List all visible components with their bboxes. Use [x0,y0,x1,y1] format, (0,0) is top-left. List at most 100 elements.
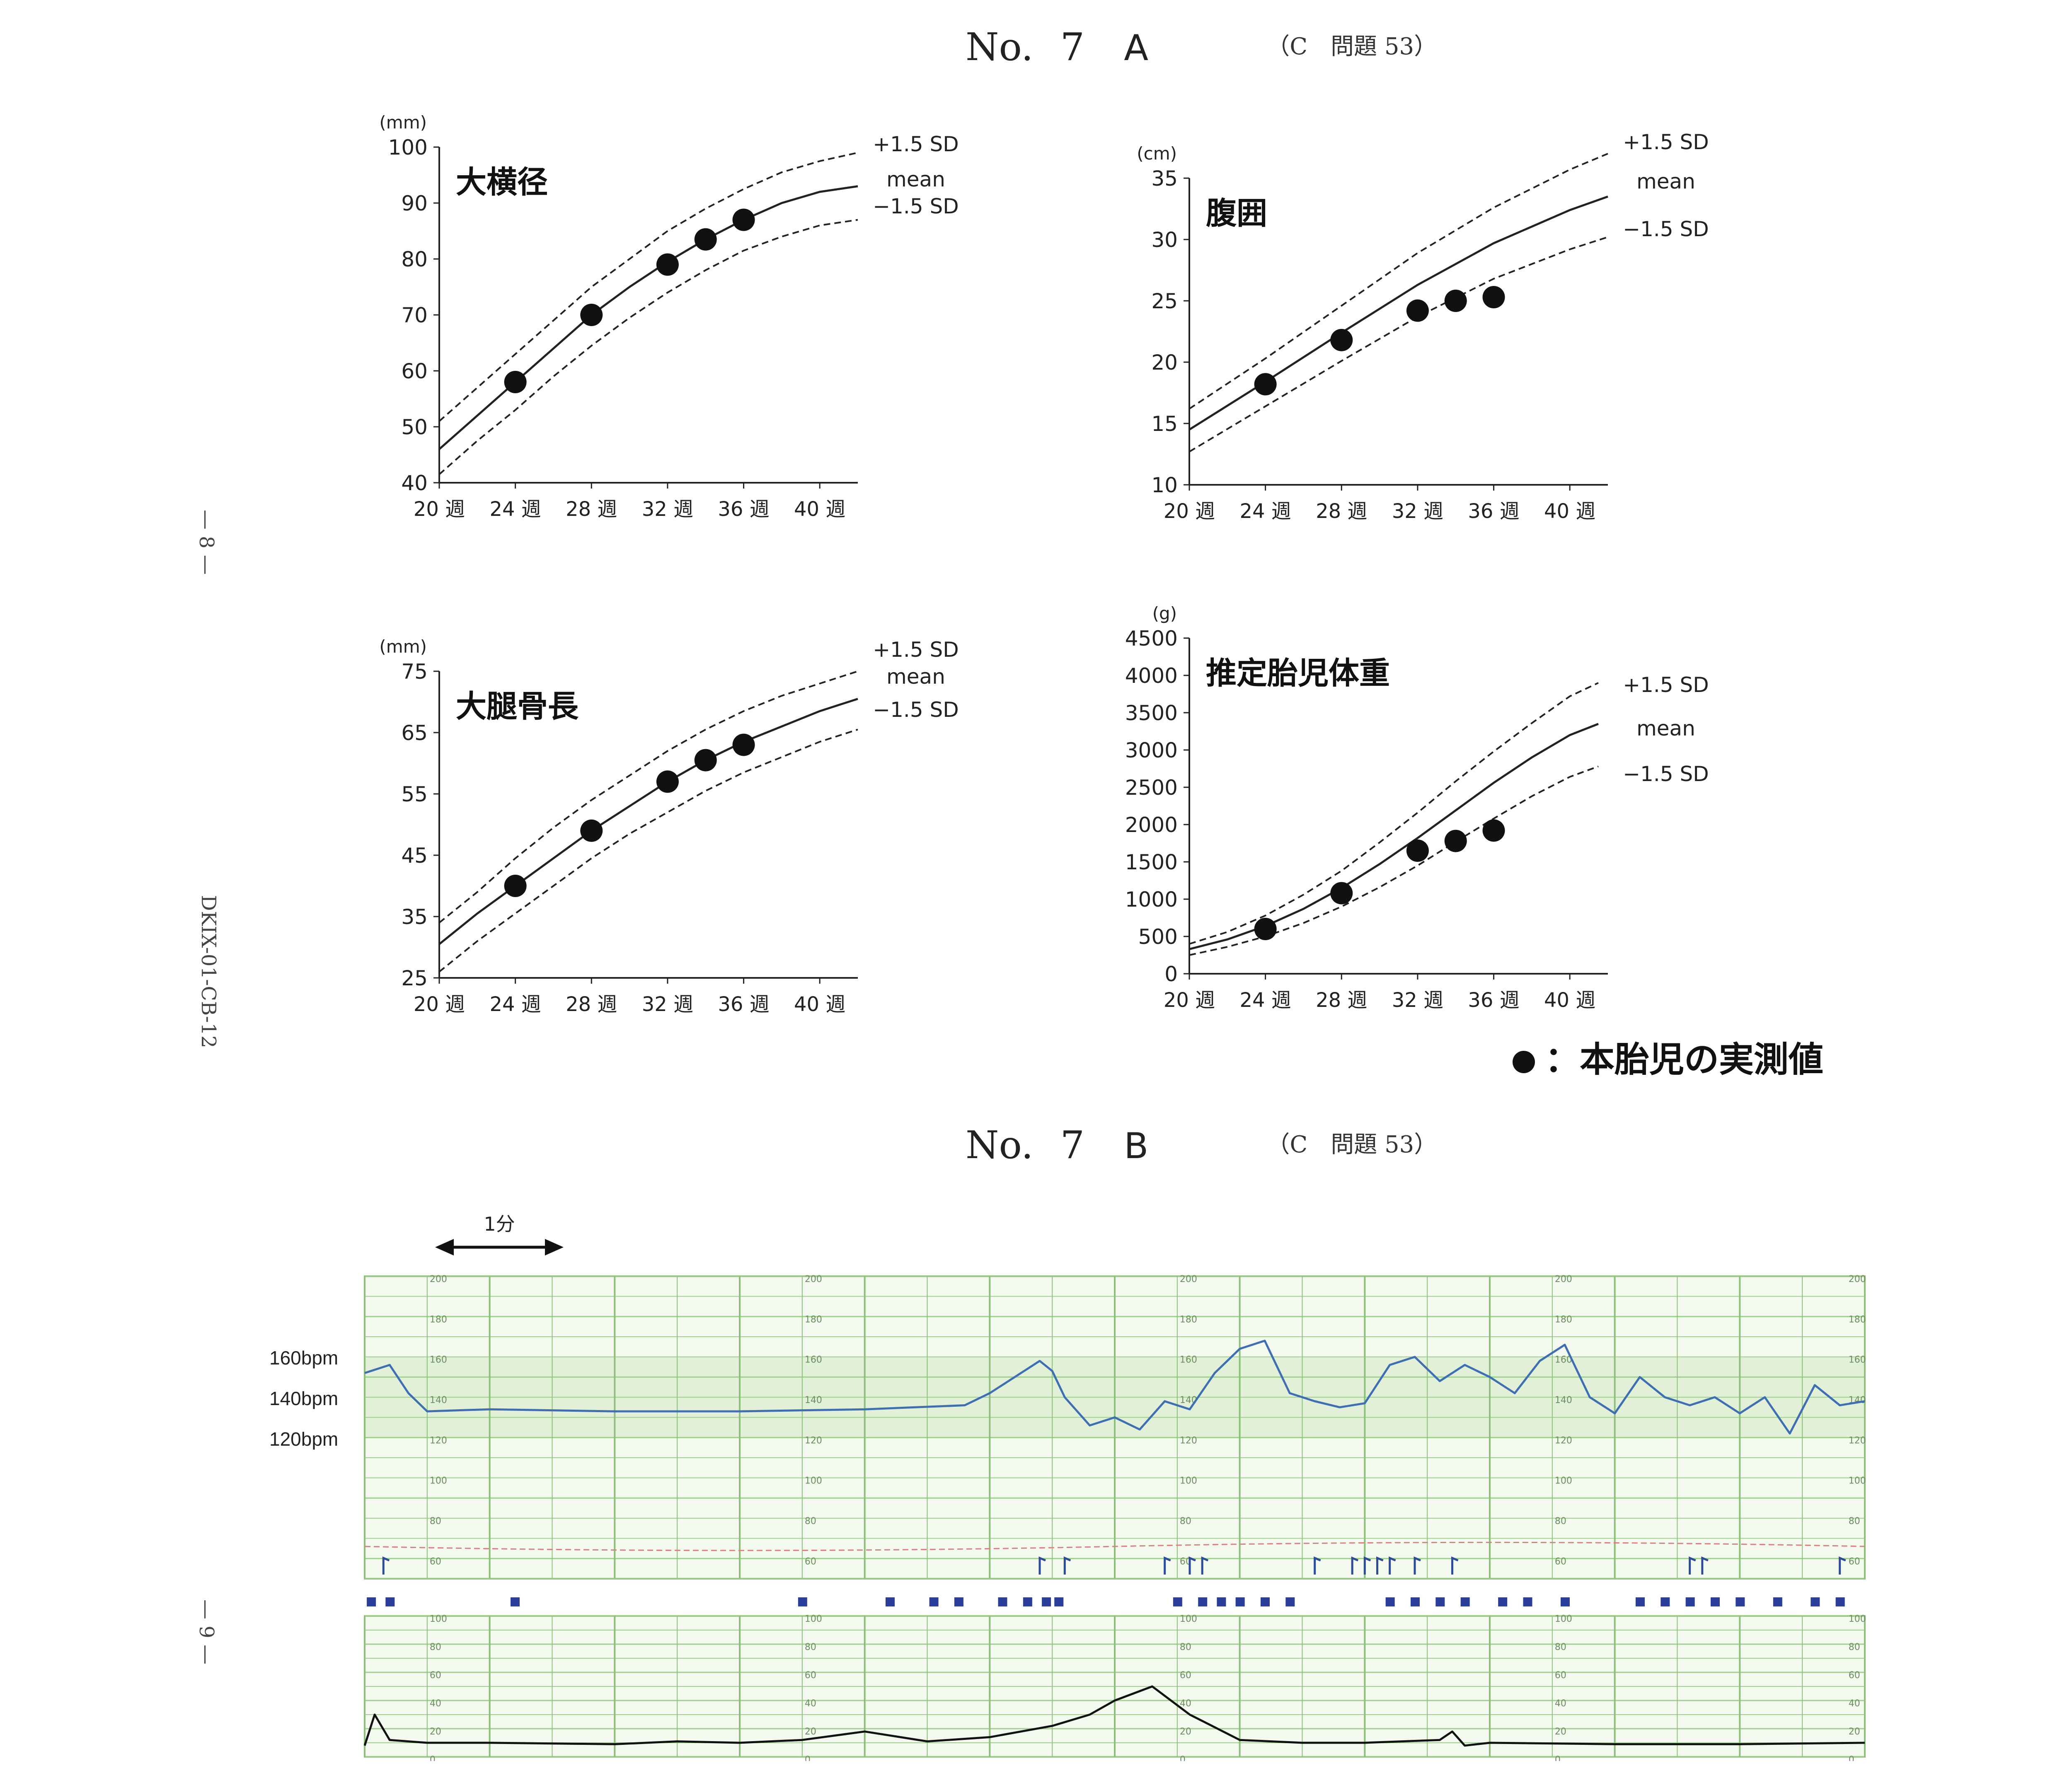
measured-point [656,770,679,793]
toco-grid-label: 0 [430,1755,436,1761]
fhr-grid-label: 140 [1555,1395,1572,1405]
fhr-grid-label: 180 [1849,1314,1866,1325]
fetal-movement-marker-icon [1063,1556,1071,1575]
legend-dot-icon [1513,1051,1535,1074]
x-tick-label: 20 週 [1164,989,1215,1012]
fetal-movement-marker-icon [1164,1556,1171,1575]
toco-grid-label: 0 [805,1755,811,1761]
fhr-grid-label: 140 [805,1395,822,1405]
measured-point [732,208,755,231]
series-label: +1.5 SD [873,132,959,156]
x-tick-label: 28 週 [1316,500,1367,523]
y-tick-label: 2000 [1125,813,1178,837]
y-tick-label: 3000 [1125,738,1178,762]
x-tick-label: 40 週 [794,498,845,521]
header-b: No. 7 B （C 問題 53） [966,1123,1437,1167]
toco-grid-label: 60 [1180,1670,1191,1681]
fhr-grid-label: 140 [430,1395,447,1405]
y-tick-label: 45 [401,844,428,868]
measured-point [1254,373,1277,396]
y-tick-label: 4000 [1125,664,1178,688]
movement-strip-mark [998,1597,1007,1606]
y-tick-label: 75 [401,660,428,684]
movement-strip-mark [1411,1597,1420,1606]
measured-point [694,749,717,772]
toco-grid-label: 80 [805,1642,816,1652]
series-15sd-line [438,728,858,972]
x-tick-label: 24 週 [489,993,541,1016]
movement-strip-mark [1736,1597,1745,1606]
x-tick-label: 40 週 [1544,989,1595,1012]
movement-strip-mark [798,1597,807,1606]
x-tick-label: 32 週 [642,498,693,521]
series-15sd-line [1189,682,1599,945]
fhr-grid-label: 120 [1180,1435,1197,1446]
y-tick-label: 80 [401,247,428,271]
fhr-grid-label: 60 [1555,1556,1566,1567]
fhr-grid-label: 120 [430,1435,447,1446]
series-label: mean [886,665,945,689]
series-label: mean [886,167,945,191]
toco-grid-label: 100 [1555,1614,1572,1624]
x-tick-label: 24 週 [489,498,541,521]
measured-point [580,304,603,326]
header-b-ref: （C 問題 53） [1266,1131,1438,1158]
growth-chart-efw: 0 500 1000 1500 2000 2500 3000 3500 4000 4500 20 週… [1125,603,1709,1012]
header-a-ref: （C 問題 53） [1266,33,1438,60]
unit-label: (cm) [1137,143,1177,164]
fhr-grid-label: 100 [805,1476,822,1486]
header-b-letter: B [1124,1125,1149,1167]
toco-grid-label: 20 [805,1727,816,1737]
measured-point [732,733,755,756]
x-tick-label: 28 週 [1316,989,1367,1012]
y-tick-label: 20 [1151,351,1178,375]
x-tick-label: 40 週 [1544,500,1595,523]
fhr-grid-label: 180 [805,1314,822,1325]
movement-strip-mark [1235,1597,1245,1606]
fetal-movement-marker-icon [1701,1556,1709,1575]
y-tick-label: 25 [1151,289,1178,313]
ctg-label-160: 160bpm [269,1347,339,1369]
fhr-grid-label: 60 [1849,1556,1860,1567]
measured-point [580,819,603,842]
series-label: mean [1636,169,1695,194]
page-number-9: — 9 — [195,1599,218,1665]
fetal-movement-marker-icon [1414,1556,1421,1575]
fetal-movement-marker-icon [1376,1556,1384,1575]
fhr-grid-label: 60 [805,1556,816,1567]
movement-strip-mark [1711,1597,1720,1606]
chart-title: 大横径 [456,164,548,200]
movement-strip-mark [1042,1597,1051,1606]
fhr-grid-label: 60 [430,1556,441,1567]
movement-strip-mark [1173,1597,1182,1606]
movement-strip-mark [1523,1597,1532,1606]
fhr-grid-label: 100 [430,1476,447,1486]
series-label: +1.5 SD [1623,130,1709,154]
x-tick-label: 32 週 [1392,500,1443,523]
ctg-label-120: 120bpm [269,1428,339,1450]
series-15sd-line [1188,236,1608,452]
page-number-8: — 8 — [195,510,218,575]
movement-strip-mark [1198,1597,1208,1606]
movement-strip-mark [929,1597,939,1606]
y-tick-label: 70 [401,303,428,327]
x-tick-label: 28 週 [566,993,617,1016]
fhr-grid-label: 160 [430,1355,447,1365]
toco-grid-label: 80 [1180,1642,1191,1652]
fhr-grid-label: 80 [1555,1516,1566,1526]
fhr-grid-label: 100 [1180,1476,1197,1486]
y-tick-label: 30 [1151,228,1178,252]
scale-arrow-left-icon [435,1239,454,1255]
fhr-grid-label: 200 [1180,1274,1197,1285]
legend: ：本胎児の実測値 [1513,1032,1823,1082]
unit-label: (mm) [379,112,427,133]
toco-grid-label: 100 [1849,1614,1866,1624]
measured-point [656,253,679,276]
series-mean-line [438,185,858,450]
series-mean-line [438,698,858,945]
y-tick-label: 60 [401,359,428,383]
scale-label: 1分 [484,1213,515,1235]
x-tick-label: 40 週 [794,993,845,1016]
header-a-no: No. [966,25,1034,69]
x-tick-label: 32 週 [642,993,693,1016]
